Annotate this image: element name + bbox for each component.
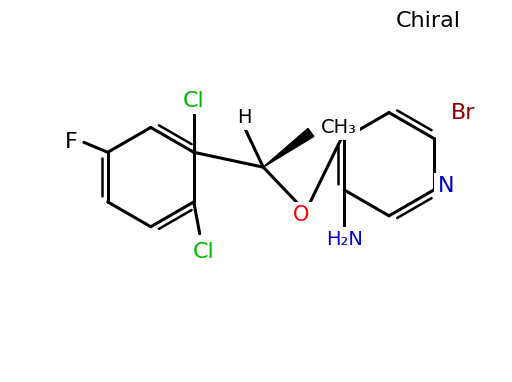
Text: H₂N: H₂N <box>326 230 363 249</box>
Text: Chiral: Chiral <box>396 11 461 31</box>
Text: CH₃: CH₃ <box>321 118 357 137</box>
Text: O: O <box>293 205 309 225</box>
Text: Br: Br <box>451 103 476 123</box>
Text: Cl: Cl <box>183 91 205 111</box>
Polygon shape <box>263 128 314 167</box>
Text: H: H <box>237 108 251 127</box>
Text: N: N <box>437 176 454 196</box>
Text: Cl: Cl <box>193 241 215 262</box>
Text: F: F <box>65 132 77 152</box>
